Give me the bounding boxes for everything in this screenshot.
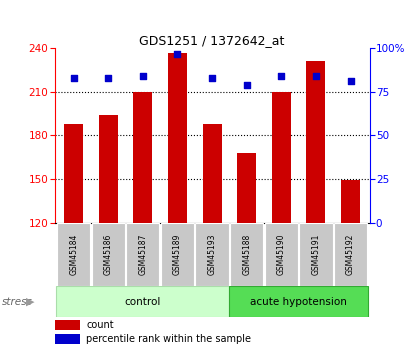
Bar [55, 334, 80, 344]
Bar [161, 223, 194, 286]
Bar [299, 223, 333, 286]
Point [243, 82, 250, 88]
Text: stress: stress [2, 297, 33, 307]
Bar [99, 115, 118, 223]
Point [312, 73, 319, 79]
Text: ▶: ▶ [26, 297, 34, 307]
Text: GSM45189: GSM45189 [173, 234, 182, 275]
Bar [307, 61, 326, 223]
Bar [230, 223, 263, 286]
Point [174, 51, 181, 56]
Text: percentile rank within the sample: percentile rank within the sample [86, 334, 251, 344]
Text: GSM45191: GSM45191 [312, 234, 320, 275]
Text: GSM45186: GSM45186 [104, 234, 113, 275]
Text: GSM45190: GSM45190 [277, 234, 286, 275]
Text: GSM45192: GSM45192 [346, 234, 355, 275]
Bar [265, 223, 298, 286]
Bar [237, 153, 256, 223]
Bar [55, 320, 80, 330]
Text: GSM45184: GSM45184 [69, 234, 78, 275]
Point [278, 73, 285, 79]
Point [105, 75, 112, 81]
Bar [272, 92, 291, 223]
Text: acute hypotension: acute hypotension [250, 297, 347, 307]
Bar [202, 124, 222, 223]
Bar [229, 286, 368, 317]
Point [347, 79, 354, 84]
Bar [57, 223, 90, 286]
Bar [64, 124, 83, 223]
Title: GDS1251 / 1372642_at: GDS1251 / 1372642_at [139, 34, 285, 47]
Bar [126, 223, 160, 286]
Bar [341, 180, 360, 223]
Text: GSM45193: GSM45193 [207, 234, 217, 275]
Bar [92, 223, 125, 286]
Point [70, 75, 77, 81]
Bar [195, 223, 229, 286]
Bar [334, 223, 367, 286]
Bar [56, 286, 229, 317]
Text: count: count [86, 320, 114, 330]
Text: GSM45188: GSM45188 [242, 234, 251, 275]
Bar [168, 53, 187, 223]
Text: control: control [125, 297, 161, 307]
Point [139, 73, 146, 79]
Bar [134, 92, 152, 223]
Text: GSM45187: GSM45187 [138, 234, 147, 275]
Point [209, 75, 215, 81]
